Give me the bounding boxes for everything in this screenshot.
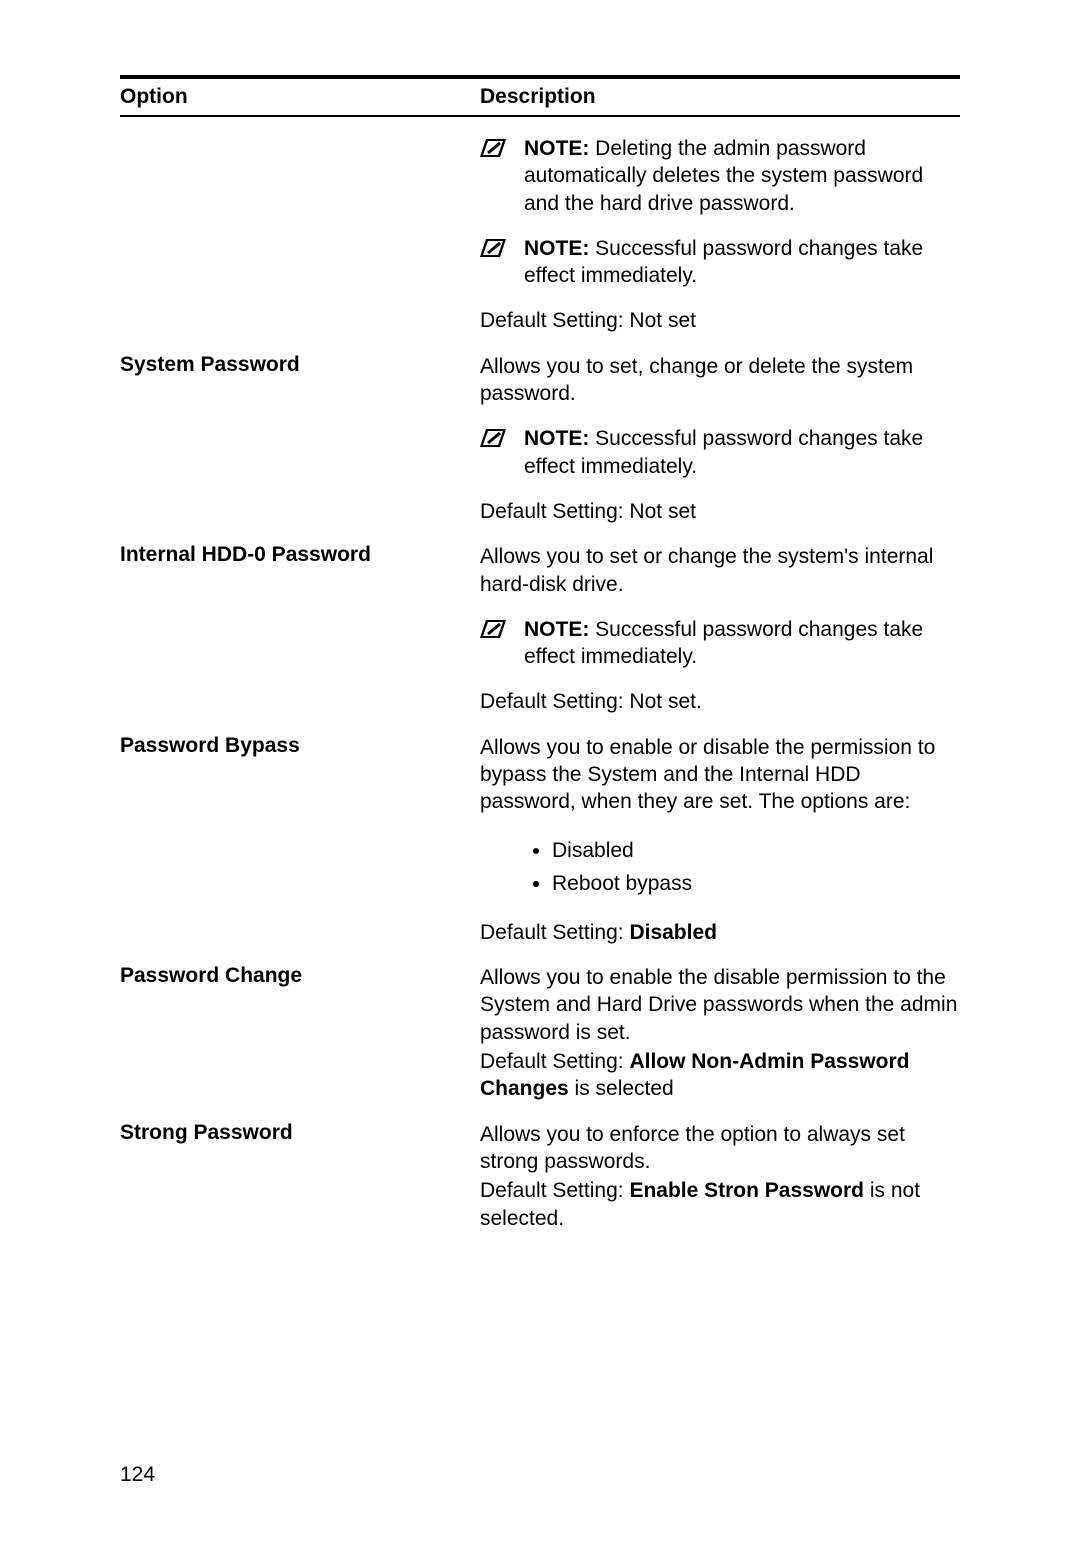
note-block: NOTE: Successful password changes take e… [480,616,960,671]
note-icon [480,427,506,449]
option-password-bypass: Password Bypass [120,734,300,757]
option-password-change: Password Change [120,964,302,987]
description-text: Allows you to set or change the system's… [480,543,960,598]
note-label: NOTE: [524,137,589,160]
note-block: NOTE: Deleting the admin password automa… [480,135,960,217]
options-list: Disabled Reboot bypass [480,834,960,901]
default-setting: Default Setting: Not set. [480,688,960,715]
row-admin-password-continuation: NOTE: Deleting the admin password automa… [120,135,960,335]
note-icon [480,137,506,159]
note-text: NOTE: Deleting the admin password automa… [524,135,960,217]
row-strong-password: Strong Password Allows you to enforce th… [120,1121,960,1232]
description-text: Allows you to set, change or delete the … [480,353,960,408]
default-setting: Default Setting: Allow Non-Admin Passwor… [480,1048,960,1103]
list-item: Reboot bypass [552,867,960,901]
note-text: NOTE: Successful password changes take e… [524,616,960,671]
row-password-change: Password Change Allows you to enable the… [120,964,960,1102]
note-label: NOTE: [524,237,589,260]
note-label: NOTE: [524,618,589,641]
default-setting: Default Setting: Not set [480,307,960,334]
default-setting: Default Setting: Not set [480,498,960,525]
table-container: Option Description NOTE: Deleting the ad… [120,75,960,1232]
option-strong-password: Strong Password [120,1121,293,1144]
list-item: Disabled [552,834,960,868]
note-text: NOTE: Successful password changes take e… [524,235,960,290]
header-option: Option [120,85,188,108]
option-system-password: System Password [120,353,300,376]
table-header-row: Option Description [120,79,960,117]
note-block: NOTE: Successful password changes take e… [480,235,960,290]
note-icon [480,237,506,259]
description-text: Allows you to enable or disable the perm… [480,734,960,816]
default-setting: Default Setting: Disabled [480,919,960,946]
default-setting: Default Setting: Enable Stron Password i… [480,1177,960,1232]
row-password-bypass: Password Bypass Allows you to enable or … [120,734,960,946]
description-text: Allows you to enforce the option to alwa… [480,1121,960,1176]
page-number: 124 [120,1463,155,1487]
note-icon [480,618,506,640]
note-text: NOTE: Successful password changes take e… [524,425,960,480]
note-label: NOTE: [524,427,589,450]
row-hdd-password: Internal HDD-0 Password Allows you to se… [120,543,960,715]
note-block: NOTE: Successful password changes take e… [480,425,960,480]
header-description: Description [480,85,596,108]
option-hdd-password: Internal HDD-0 Password [120,543,371,566]
row-system-password: System Password Allows you to set, chang… [120,353,960,525]
description-text: Allows you to enable the disable permiss… [480,964,960,1046]
